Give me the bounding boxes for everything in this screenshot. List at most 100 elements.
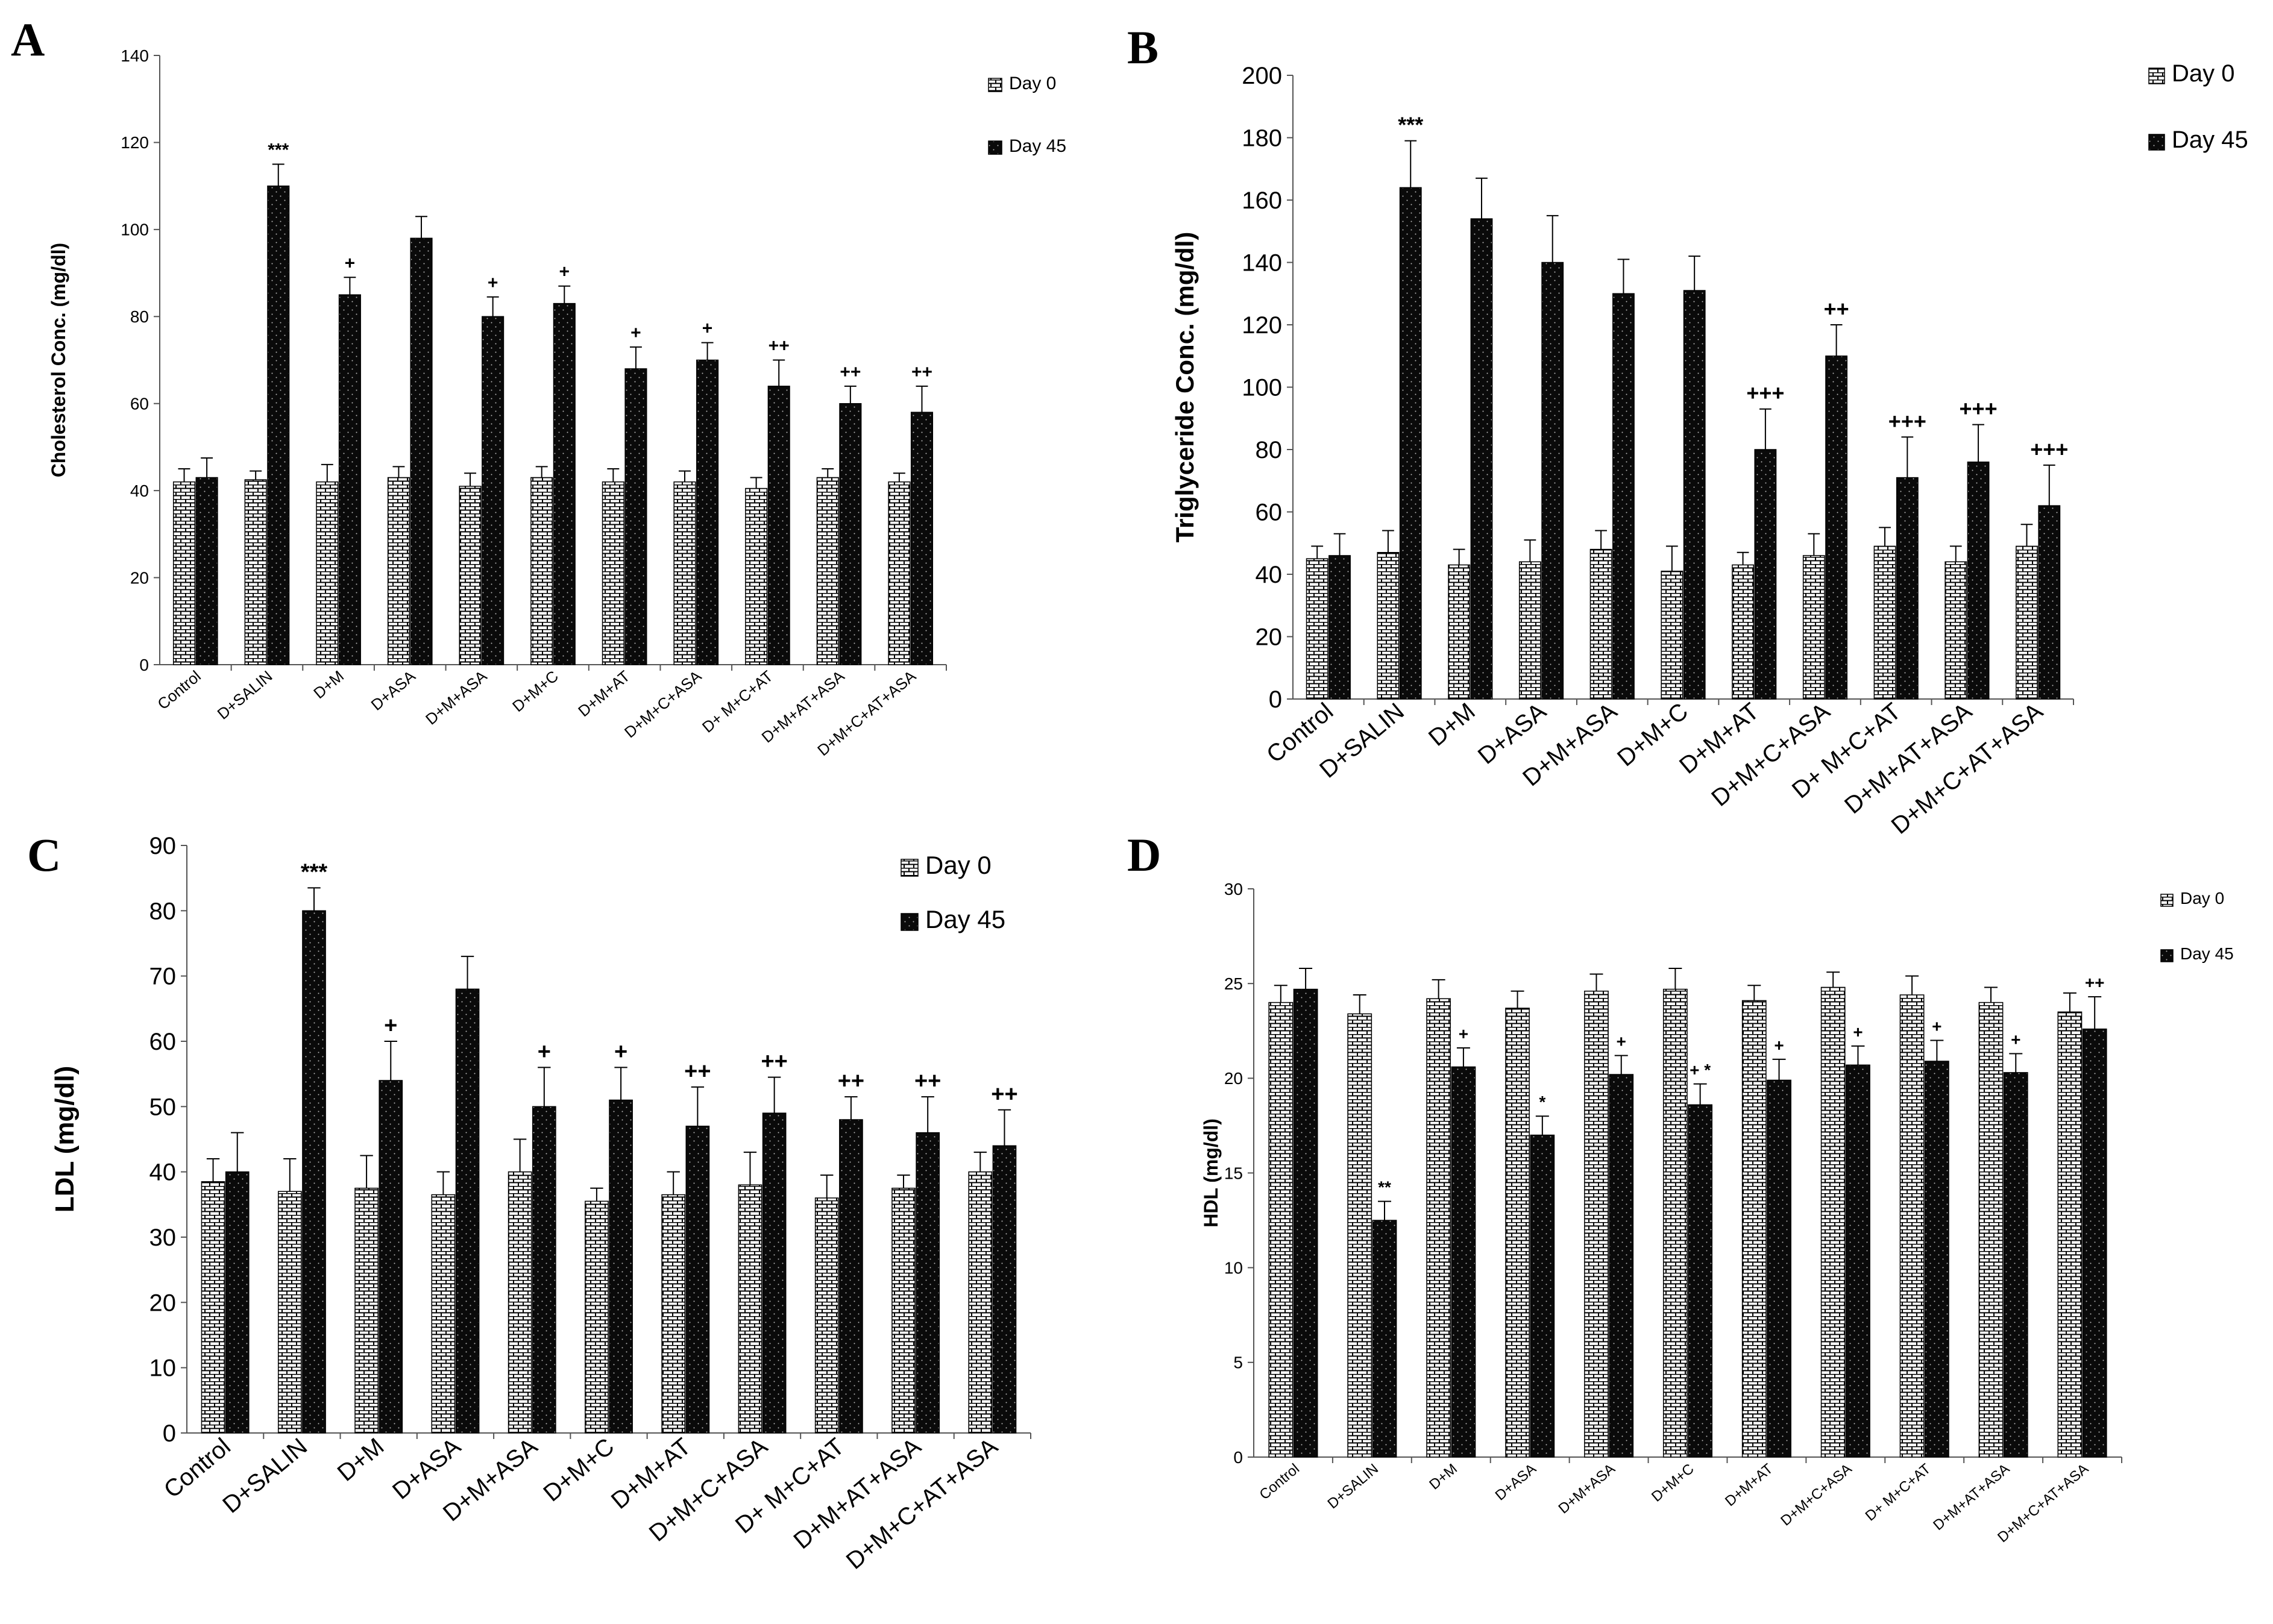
bar-day0 bbox=[1732, 564, 1754, 700]
x-category-label: Control bbox=[154, 667, 204, 713]
bar-day0 bbox=[1978, 1002, 2004, 1458]
bar-day45 bbox=[696, 359, 719, 665]
y-tick-label: 25 bbox=[1224, 974, 1243, 993]
legend-swatch-day0 bbox=[2148, 67, 2165, 84]
y-tick-label: 40 bbox=[130, 481, 149, 500]
bar-day0 bbox=[602, 481, 624, 665]
significance-marker: + bbox=[1617, 1032, 1626, 1051]
bar-day0 bbox=[1518, 561, 1541, 700]
bar-day45 bbox=[624, 368, 647, 665]
bar-day0 bbox=[1306, 558, 1328, 700]
x-category-label: D+M+ASA bbox=[422, 666, 491, 728]
bar-day45 bbox=[609, 1099, 633, 1434]
significance-marker: + bbox=[2011, 1030, 2020, 1049]
y-tick-label: 10 bbox=[1224, 1258, 1243, 1277]
y-tick-label: 100 bbox=[121, 221, 149, 239]
y-tick-label: 160 bbox=[1242, 187, 1282, 214]
bar-day0 bbox=[1505, 1008, 1530, 1458]
legend-label-day0: Day 0 bbox=[2172, 60, 2235, 87]
panel-letter: C bbox=[27, 829, 61, 881]
legend-label-day45: Day 45 bbox=[2172, 127, 2248, 153]
bar-day0 bbox=[2016, 545, 2038, 700]
bar-day45 bbox=[1530, 1134, 1555, 1458]
bar-day45 bbox=[839, 403, 862, 665]
bar-day0 bbox=[1899, 994, 1925, 1458]
bar-day45 bbox=[762, 1112, 787, 1434]
bar-day45 bbox=[1609, 1074, 1634, 1458]
y-tick-label: 30 bbox=[1224, 880, 1243, 898]
bar-day0 bbox=[1377, 552, 1400, 700]
panel-letter: A bbox=[11, 13, 45, 66]
bar-day45 bbox=[1372, 1220, 1397, 1458]
bar-day45 bbox=[455, 988, 480, 1434]
bar-day45 bbox=[910, 412, 934, 665]
bar-day45 bbox=[916, 1132, 940, 1434]
significance-marker: ++ bbox=[911, 362, 932, 382]
x-category-label: D+SALIN bbox=[218, 1433, 312, 1519]
significance-marker: ++ bbox=[769, 336, 790, 356]
bar-day0 bbox=[968, 1171, 993, 1434]
significance-marker: * bbox=[1539, 1093, 1545, 1111]
significance-marker: + * bbox=[1690, 1061, 1711, 1079]
legend-label-day0: Day 0 bbox=[2180, 889, 2224, 908]
x-category-label: D+ASA bbox=[368, 666, 420, 714]
bar-day0 bbox=[1662, 988, 1688, 1458]
y-tick-label: 200 bbox=[1242, 63, 1282, 89]
significance-marker: + bbox=[1853, 1023, 1863, 1041]
x-category-label: D+SALIN bbox=[1324, 1461, 1382, 1512]
bar-day0 bbox=[1944, 561, 1967, 700]
legend-swatch-day0 bbox=[901, 859, 919, 877]
bar-day45 bbox=[1328, 555, 1351, 700]
significance-marker: + bbox=[384, 1013, 397, 1038]
bar-day0 bbox=[891, 1188, 916, 1434]
legend-swatch-day0 bbox=[988, 78, 1002, 92]
bar-day0 bbox=[277, 1191, 302, 1434]
bar-day45 bbox=[1896, 477, 1919, 700]
significance-marker: *** bbox=[268, 140, 289, 160]
panel-b-chart: B Triglyceride Conc. (mg/dl) 0 20 40 60 80 100 1… bbox=[1127, 21, 2248, 839]
y-tick-label: 20 bbox=[1256, 624, 1283, 651]
y-tick-label: 60 bbox=[130, 395, 149, 413]
significance-marker: ++ bbox=[914, 1068, 941, 1094]
bar-day45 bbox=[2082, 1028, 2107, 1458]
bar-day45 bbox=[767, 386, 790, 665]
y-axis-label: LDL (mg/dl) bbox=[50, 1066, 80, 1213]
bar-day0 bbox=[1873, 545, 1896, 700]
bar-day0 bbox=[508, 1171, 532, 1434]
panel-letter: D bbox=[1127, 829, 1161, 881]
bar-day45 bbox=[225, 1171, 250, 1434]
x-category-label: D+M+C+ASA bbox=[1778, 1461, 1855, 1529]
significance-marker: + bbox=[538, 1039, 551, 1064]
legend-label-day45: Day 45 bbox=[2180, 944, 2234, 963]
x-category-label: D+M+AT bbox=[574, 667, 633, 721]
bar-day45 bbox=[1754, 449, 1777, 700]
x-category-label: D+M+C+ASA bbox=[621, 666, 705, 741]
significance-marker: + bbox=[488, 273, 498, 293]
significance-marker: ++ bbox=[1824, 296, 1849, 321]
y-axis-label: Triglyceride Conc. (mg/dl) bbox=[1171, 232, 1199, 543]
bar-day45 bbox=[553, 303, 576, 665]
bar-day0 bbox=[431, 1194, 456, 1434]
bar-day0 bbox=[1661, 571, 1684, 700]
y-axis-label: HDL (mg/dl) bbox=[1200, 1118, 1222, 1227]
bar-day0 bbox=[244, 479, 267, 665]
significance-marker: ++ bbox=[838, 1068, 864, 1094]
y-tick-label: 50 bbox=[149, 1094, 177, 1120]
y-tick-label: 60 bbox=[1256, 500, 1283, 526]
significance-marker: +++ bbox=[1746, 381, 1784, 406]
x-category-label: D+M+AT bbox=[1722, 1461, 1776, 1510]
y-tick-label: 80 bbox=[1256, 437, 1283, 463]
x-category-label: Control bbox=[1256, 1461, 1303, 1503]
bar-day0 bbox=[530, 477, 553, 665]
significance-marker: ++ bbox=[991, 1082, 1017, 1107]
bar-day45 bbox=[1967, 461, 1990, 700]
bar-day45 bbox=[338, 294, 361, 665]
bar-day45 bbox=[410, 237, 433, 665]
y-tick-label: 0 bbox=[139, 656, 149, 674]
bar-day0 bbox=[201, 1181, 225, 1434]
significance-marker: + bbox=[1774, 1036, 1784, 1055]
significance-marker: + bbox=[1459, 1024, 1468, 1043]
bar-day0 bbox=[459, 486, 482, 665]
